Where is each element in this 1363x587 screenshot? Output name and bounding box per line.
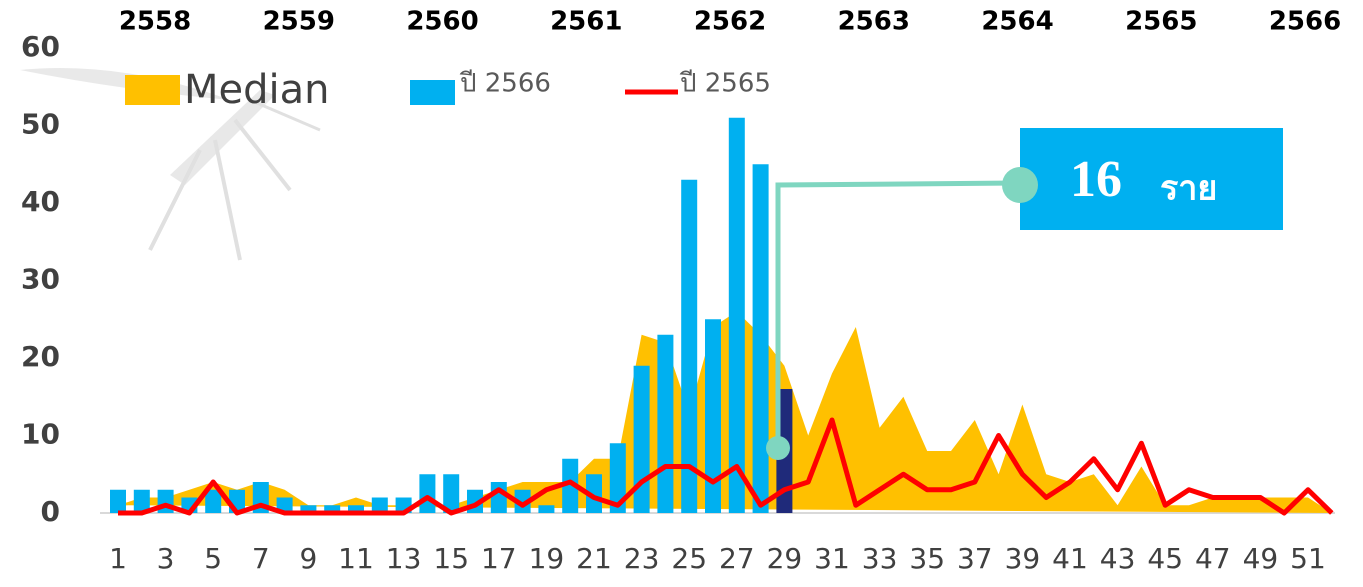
x-tick-label: 19 xyxy=(529,542,565,575)
annotation-box xyxy=(1020,128,1283,230)
x-tick-label: 45 xyxy=(1147,542,1183,575)
x-tick-label: 1 xyxy=(109,542,127,575)
x-tick-label: 11 xyxy=(338,542,374,575)
bar xyxy=(538,505,554,513)
x-tick-label: 13 xyxy=(386,542,422,575)
y-tick-label: 30 xyxy=(21,263,60,296)
top-label: 2561 xyxy=(550,7,622,37)
top-label: 2560 xyxy=(406,7,478,37)
y-tick-label: 20 xyxy=(21,340,60,373)
top-label: 2562 xyxy=(694,7,766,37)
bar xyxy=(753,164,769,513)
legend-swatch xyxy=(125,75,180,105)
top-label: 2559 xyxy=(263,7,335,37)
x-tick-label: 33 xyxy=(862,542,898,575)
x-tick-label: 27 xyxy=(719,542,755,575)
x-tick-label: 9 xyxy=(299,542,317,575)
bar xyxy=(729,118,745,513)
bar xyxy=(419,474,435,513)
x-tick-label: 15 xyxy=(433,542,469,575)
bar xyxy=(657,335,673,513)
x-tick-label: 29 xyxy=(767,542,803,575)
legend-label: ปี 2566 xyxy=(459,69,551,99)
top-label: 2563 xyxy=(838,7,910,37)
x-tick-label: 25 xyxy=(671,542,707,575)
x-tick-label: 43 xyxy=(1100,542,1136,575)
area xyxy=(118,312,1332,514)
y-tick-label: 40 xyxy=(21,185,60,218)
x-tick-label: 47 xyxy=(1195,542,1231,575)
x-tick-label: 31 xyxy=(814,542,850,575)
x-tick-label: 3 xyxy=(157,542,175,575)
x-tick-label: 51 xyxy=(1290,542,1326,575)
connector-dot xyxy=(1002,167,1038,203)
x-tick-label: 35 xyxy=(909,542,945,575)
x-tick-label: 5 xyxy=(204,542,222,575)
bar xyxy=(110,490,126,513)
bar xyxy=(681,180,697,513)
x-tick-label: 41 xyxy=(1052,542,1088,575)
y-tick-label: 10 xyxy=(21,418,60,451)
y-tick-label: 0 xyxy=(41,495,60,528)
legend-label: Median xyxy=(184,67,330,113)
y-tick-label: 50 xyxy=(21,108,60,141)
legend: Median ปี 2566 ปี 2565 xyxy=(125,67,771,113)
x-tick-label: 37 xyxy=(957,542,993,575)
annotation-unit: ราย xyxy=(1160,169,1217,209)
x-tick-label: 21 xyxy=(576,542,612,575)
annotation-number: 16 xyxy=(1070,151,1122,208)
top-label: 2565 xyxy=(1125,7,1197,37)
chart: Median ปี 2566 ปี 2565 16 ราย 0 10 20 30 40 5… xyxy=(0,0,1363,583)
x-tick-label: 23 xyxy=(624,542,660,575)
bar xyxy=(491,482,507,513)
x-tick-label: 17 xyxy=(481,542,517,575)
top-label: 2564 xyxy=(981,7,1053,37)
legend-swatch xyxy=(410,80,455,105)
x-tick-label: 39 xyxy=(1005,542,1041,575)
connector-dot xyxy=(766,436,790,460)
y-tick-label: 60 xyxy=(21,30,60,63)
x-tick-label: 49 xyxy=(1243,542,1279,575)
legend-label: ปี 2565 xyxy=(679,69,771,99)
top-label: 2558 xyxy=(119,7,191,37)
x-tick-label: 7 xyxy=(252,542,270,575)
top-label: 2566 xyxy=(1269,7,1341,37)
